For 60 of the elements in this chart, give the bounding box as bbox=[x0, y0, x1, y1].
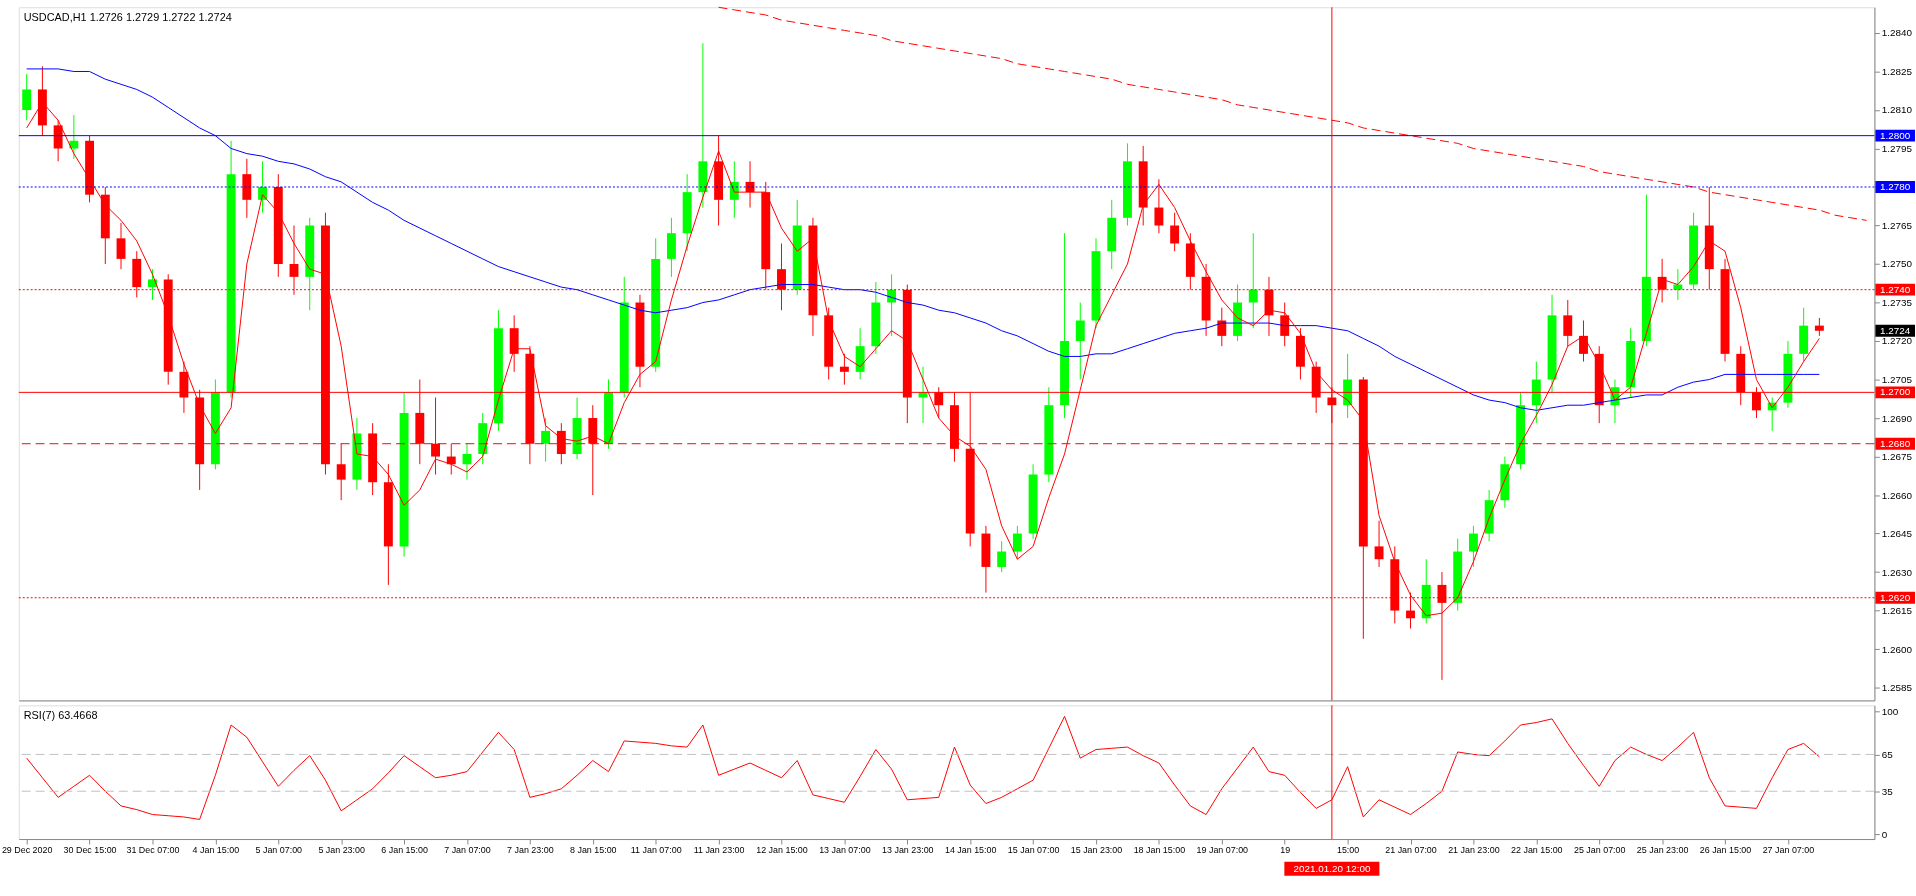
y-tick-label: 1.2810 bbox=[1881, 104, 1913, 116]
ref-line-label: 1.2740 bbox=[1880, 283, 1911, 295]
y-tick-label: 1.2840 bbox=[1881, 27, 1913, 39]
x-tick-label: 14 Jan 15:00 bbox=[944, 845, 997, 856]
x-tick-label: 15 Jan 23:00 bbox=[1070, 845, 1123, 856]
x-tick-label: 5 Jan 07:00 bbox=[255, 845, 303, 856]
x-tick-label: 21 Jan 07:00 bbox=[1385, 845, 1437, 856]
ref-line-label: 1.2780 bbox=[1880, 180, 1911, 192]
x-tick-label: 30 Dec 15:00 bbox=[63, 845, 117, 856]
x-tick-label: 27 Jan 07:00 bbox=[1762, 845, 1815, 856]
y-tick-label: 0 bbox=[1881, 828, 1888, 840]
ref-line-label: 1.2620 bbox=[1880, 591, 1911, 603]
x-tick-label: 5 Jan 23:00 bbox=[318, 845, 365, 856]
ref-line-label: 1.2680 bbox=[1880, 437, 1911, 449]
x-tick-label: 11 Jan 23:00 bbox=[693, 845, 745, 856]
x-tick-label: 2021.01.20 12:00 bbox=[1293, 862, 1371, 874]
chart-title: RSI(7) 63.4668 bbox=[23, 709, 98, 722]
y-tick-label: 1.2765 bbox=[1881, 219, 1913, 231]
x-tick-label: 4 Jan 15:00 bbox=[192, 845, 240, 856]
chart-title: USDCAD,H1 1.2726 1.2729 1.2722 1.2724 bbox=[23, 11, 232, 24]
y-tick-label: 1.2660 bbox=[1881, 489, 1913, 501]
x-tick-label: 13 Jan 07:00 bbox=[819, 845, 871, 856]
x-tick-label: 18 Jan 15:00 bbox=[1133, 845, 1186, 856]
x-tick-label: 31 Dec 07:00 bbox=[126, 845, 180, 856]
x-tick-label: 8 Jan 15:00 bbox=[570, 845, 617, 856]
x-tick-label: 13 Jan 23:00 bbox=[882, 845, 934, 856]
y-tick-label: 1.2825 bbox=[1881, 65, 1913, 77]
y-tick-label: 1.2690 bbox=[1881, 412, 1913, 424]
x-tick-label: 11 Jan 07:00 bbox=[630, 845, 682, 856]
y-tick-label: 1.2750 bbox=[1881, 258, 1913, 270]
x-tick-label: 25 Jan 23:00 bbox=[1636, 845, 1689, 856]
x-tick-label: 6 Jan 15:00 bbox=[381, 845, 428, 856]
y-tick-label: 1.2675 bbox=[1881, 451, 1913, 463]
y-tick-label: 1.2735 bbox=[1881, 296, 1913, 308]
y-tick-label: 1.2630 bbox=[1881, 566, 1913, 578]
ref-line-label: 1.2700 bbox=[1880, 386, 1911, 398]
x-tick-label: 25 Jan 07:00 bbox=[1573, 845, 1626, 856]
x-tick-label: 26 Jan 15:00 bbox=[1699, 845, 1752, 856]
x-tick-label: 19 bbox=[1280, 845, 1291, 856]
y-tick-label: 1.2600 bbox=[1881, 643, 1913, 655]
y-tick-label: 1.2705 bbox=[1881, 374, 1913, 385]
x-tick-label: 19 Jan 07:00 bbox=[1196, 845, 1249, 856]
x-tick-label: 21 Jan 23:00 bbox=[1448, 845, 1500, 856]
y-tick-label: 1.2585 bbox=[1881, 682, 1913, 694]
y-tick-label: 1.2795 bbox=[1881, 142, 1913, 154]
x-tick-label: 22 Jan 15:00 bbox=[1511, 845, 1563, 856]
y-tick-label: 35 bbox=[1881, 785, 1894, 797]
y-tick-label: 100 bbox=[1881, 705, 1899, 717]
y-tick-label: 1.2720 bbox=[1881, 335, 1913, 347]
x-tick-label: 29 Dec 2020 bbox=[1, 845, 53, 856]
x-tick-label: 15:00 bbox=[1336, 845, 1360, 856]
y-tick-label: 1.2615 bbox=[1881, 605, 1913, 617]
x-tick-label: 12 Jan 15:00 bbox=[756, 845, 808, 856]
x-tick-label: 15 Jan 07:00 bbox=[1007, 845, 1060, 856]
ref-line-label: 1.2800 bbox=[1880, 129, 1911, 141]
x-tick-label: 7 Jan 07:00 bbox=[444, 845, 491, 856]
annotation: 1.2724 bbox=[1880, 324, 1911, 336]
y-tick-label: 1.2645 bbox=[1881, 528, 1913, 540]
x-tick-label: 7 Jan 23:00 bbox=[507, 845, 554, 856]
y-tick-label: 65 bbox=[1881, 748, 1894, 760]
